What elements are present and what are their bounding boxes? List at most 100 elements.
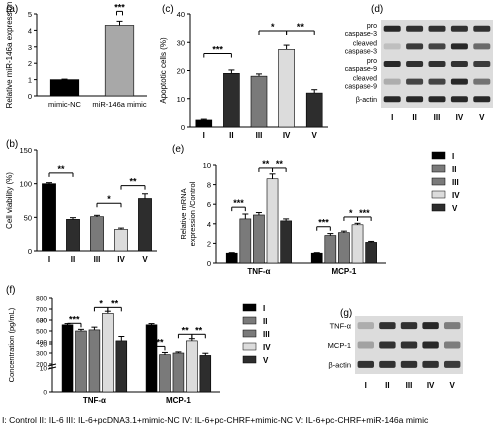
panel-f-legend-swatch-V — [242, 355, 257, 364]
blot-d-row-label-line-2: caspase-3 — [345, 48, 377, 55]
blot-d-lane-label: I — [391, 113, 393, 122]
panel-f-ytick-label: 300 — [36, 351, 47, 358]
panel-c-bar-1 — [195, 119, 213, 128]
panel-f-sig-3-label: ** — [111, 298, 119, 308]
panel-c-bar-3 — [250, 75, 268, 128]
blot-d-row-label-line-2: caspase-3 — [345, 31, 377, 38]
panel-label-b: (b) — [6, 139, 18, 150]
panel-f-sig-1-label: *** — [69, 314, 80, 324]
blot-g-band — [379, 341, 396, 349]
blot-d-row-label: pro caspase-9 — [345, 58, 377, 73]
blot-d-band — [450, 43, 468, 50]
blot-g-band — [400, 322, 418, 330]
panel-e-legend-swatch-I — [431, 151, 446, 160]
blot-d-band — [383, 25, 401, 32]
panel-f-bar-MCP-1-V — [199, 355, 212, 393]
panel-b-ytick-label: 50 — [24, 213, 32, 222]
panel-e-sig-3-label: ** — [276, 159, 284, 169]
panel-label-a: (a) — [6, 4, 18, 15]
panel-e-bar-TNF-α-II — [239, 218, 252, 264]
blot-d-row-label-line-1: pro — [367, 58, 377, 65]
panel-f-ytick-label: 30 — [40, 318, 48, 325]
panel-f-sig-6-label: ** — [195, 325, 203, 335]
blot-d-row-label: cleaved caspase-9 — [345, 76, 377, 91]
panel-b-category-label: I — [48, 255, 50, 264]
panel-e-ytick-label: 2 — [207, 239, 211, 248]
panel-c-ytick-label: 10 — [177, 95, 185, 104]
panel-f-ytick-label: 0 — [43, 390, 47, 397]
blot-d-band — [473, 78, 491, 85]
blot-d-row-label: cleaved caspase-3 — [345, 40, 377, 55]
panel-label-c: (c) — [162, 4, 174, 15]
blot-d-band — [473, 43, 491, 50]
panel-b-category-label: III — [94, 255, 101, 264]
blot-g-band — [357, 322, 375, 330]
panel-e-bar-TNF-α-I — [225, 252, 238, 264]
figure: (a) 0 1 2 3 4 5 Relative miR-146a expression mim… — [5, 2, 493, 405]
panel-f-ytick-label: 800 — [36, 296, 47, 303]
panel-a-category-label: mimic-NC — [48, 100, 81, 109]
panel-e-ytick-label: 8 — [207, 181, 211, 190]
panel-f-bar-TNF-α-I — [61, 324, 74, 393]
panel-f-sig-5-label: ** — [182, 325, 190, 335]
panel-b-sig-2-label: * — [107, 194, 111, 204]
panel-c-category-label: V — [312, 131, 318, 140]
panel-e-sig-6-label: *** — [359, 208, 370, 218]
blot-d-band — [383, 78, 401, 85]
blot-g-row-label: TNF-α — [330, 322, 352, 331]
panel-e-sig-2-label: ** — [262, 159, 270, 169]
panel-b-bar-2 — [66, 219, 80, 252]
panel-b-category-label: II — [71, 255, 75, 264]
panel-c-ylabel: Apoptotic cells (%) — [159, 37, 168, 104]
blot-d-band — [406, 25, 424, 32]
panel-f-legend-swatch-IV — [242, 342, 257, 351]
panel-c-sig-1-label: *** — [212, 45, 223, 55]
panel-e-bar-TNF-α-III — [253, 214, 265, 264]
panel-e-ylabel-line-1: Relative mRNA — [179, 188, 188, 239]
panel-e-sig-5-label: * — [349, 208, 353, 218]
blot-d-band — [406, 96, 424, 103]
panel-e-bar-MCP-1-V — [365, 242, 377, 264]
panel-f-ytick-label: 200 — [36, 362, 47, 369]
panel-f-bar-TNF-α-V — [115, 340, 128, 393]
blot-d-band — [473, 96, 491, 103]
figure-caption: I: Control II: IL-6 III: IL-6+pcDNA3.1+m… — [2, 415, 429, 425]
blot-d-row-label-line-1: cleaved — [353, 40, 377, 47]
panel-f-legend-label-I: I — [263, 304, 265, 313]
panel-f-bar-TNF-α-IV — [102, 313, 114, 393]
panel-f-bar-MCP-1-I — [145, 324, 158, 393]
panel-f-bar-MCP-1-III — [172, 352, 185, 393]
panel-e-group-label: MCP-1 — [331, 267, 356, 276]
panel-e-sig-1-label: *** — [233, 198, 244, 208]
panel-e-legend-label-III: III — [452, 178, 459, 187]
blot-g-band — [400, 341, 418, 349]
panel-label-e: (e) — [172, 144, 184, 155]
panel-c-bar-4 — [278, 49, 295, 128]
panel-e-ytick-label: 4 — [207, 220, 211, 229]
panel-a-category-label: miR-146a mimic — [92, 100, 146, 109]
blot-d-lane-label: V — [479, 113, 485, 122]
panel-e-ylabel-line-2: expression /Control — [188, 181, 197, 246]
panel-b-bar-5 — [138, 198, 152, 252]
panel-b-ylabel: Cell viability (%) — [5, 172, 14, 229]
panel-a-ytick-label: 3 — [28, 43, 32, 52]
panel-e-ytick-label: 10 — [203, 161, 211, 170]
panel-c-ytick-label: 20 — [177, 67, 185, 76]
panel-c-sig-2-label: * — [271, 22, 275, 32]
panel-a-ytick-label: 0 — [28, 92, 32, 101]
panel-label-g: (g) — [340, 308, 352, 319]
blot-g-lane-label: III — [406, 381, 413, 390]
panel-e-group-label: TNF-α — [247, 267, 270, 276]
panel-e-legend-label-I: I — [452, 152, 454, 161]
blot-g-band — [422, 360, 439, 368]
blot-d-lane-label: III — [434, 113, 441, 122]
panel-c-category-label: III — [256, 131, 263, 140]
blot-d-lane-label: II — [412, 113, 416, 122]
blot-d-band — [428, 96, 446, 103]
panel-f-legend-label-V: V — [263, 356, 269, 365]
blot-d-band — [450, 78, 468, 85]
panel-e-bar-TNF-α-IV — [266, 178, 279, 264]
panel-b-ytick-label: 100 — [19, 180, 32, 189]
blot-g-row-label: MCP-1 — [328, 341, 351, 350]
panel-e-legend-swatch-V — [431, 203, 446, 212]
